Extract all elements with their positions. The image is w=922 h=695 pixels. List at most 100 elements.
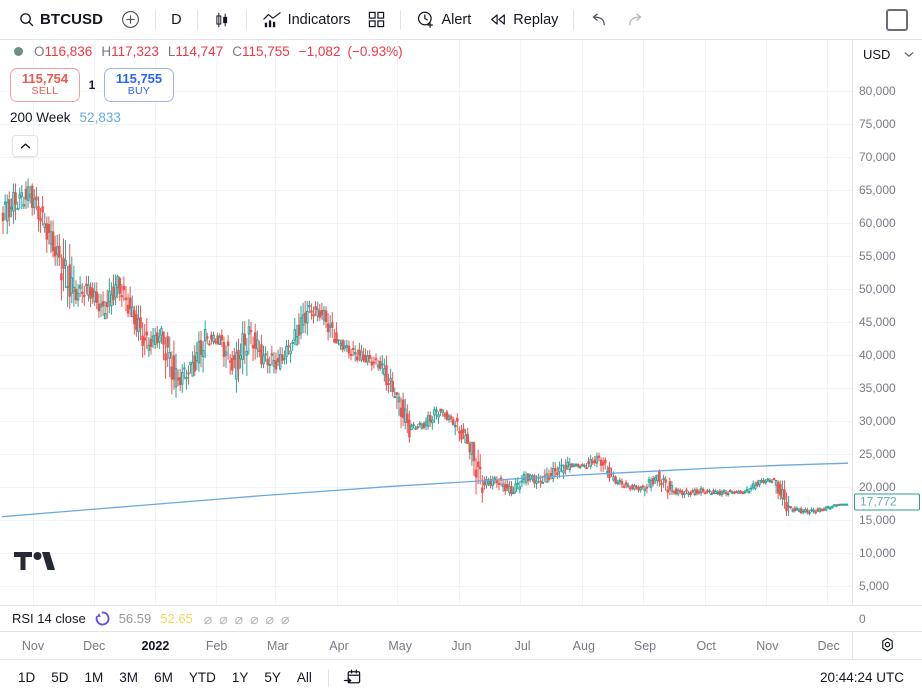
time-scale[interactable]: Nov Dec 2022 Feb Mar Apr May Jun Jul Aug Sep Oct Nov… [0,632,852,659]
change-percent: (−0.93%) [347,44,403,59]
time-tick: Mar [267,638,289,653]
interval-button[interactable]: D [162,5,190,35]
order-quantity[interactable]: 1 [88,78,96,92]
chevron-down-icon [904,51,914,58]
range-button-1m[interactable]: 1M [84,670,104,685]
alert-clock-icon [416,10,435,29]
price-tick: 15,000 [859,513,896,527]
ohlc-open-label: O [34,44,45,59]
time-tick: Nov [21,638,45,653]
price-tick: 0 [859,612,866,626]
ohlc-low-label: L [167,44,176,59]
interval-label: D [171,11,182,28]
loading-spinner-icon [95,611,110,626]
range-button-6m[interactable]: 6M [154,670,173,685]
sell-price: 115,754 [21,71,69,87]
maximize-window-icon[interactable] [886,8,908,31]
change-absolute: −1,082 [298,44,341,59]
no-data-icon[interactable]: ⌀ [234,610,244,627]
grid-layout-icon [368,11,385,28]
sell-button[interactable]: 115,754 SELL [10,68,80,102]
replay-rewind-icon [489,12,507,27]
redo-button[interactable] [617,5,654,35]
indicator-legend[interactable]: 200 Week 52,833 [10,110,121,125]
plus-circle-icon [121,10,140,29]
rsi-action-icons: ⌀ ⌀ ⌀ ⌀ ⌀ ⌀ [204,612,290,626]
toolbar-divider [196,9,198,30]
price-tick: 10,000 [859,546,896,560]
range-button-ytd[interactable]: YTD [188,670,216,685]
symbol-search-button[interactable]: BTCUSD [10,5,112,35]
price-series-plot [1,178,849,518]
chart-settings-button[interactable] [852,632,922,659]
time-tick: Jun [451,638,472,653]
price-tick: 70,000 [859,150,896,164]
range-button-5y[interactable]: 5Y [264,670,281,685]
chart-type-button[interactable] [204,5,240,35]
currency-label: USD [863,47,891,62]
no-data-icon[interactable]: ⌀ [250,610,259,627]
time-tick: Nov [756,638,779,653]
range-button-1d[interactable]: 1D [18,670,36,685]
ohlc-high-label: H [101,44,112,59]
no-data-icon[interactable]: ⌀ [265,610,274,627]
time-tick: Jul [514,638,531,653]
chart-area: O116,836 H117,323 L114,747 C115,755 −1,0… [0,40,922,626]
toolbar-divider [155,9,157,30]
price-axis[interactable]: USD 80,000 75,000 70,000 65,000 60,000 55,000… [852,40,922,626]
currency-selector[interactable]: USD [853,40,922,70]
price-tick: 50,000 [859,282,896,296]
time-axis: Nov Dec 2022 Feb Mar Apr May Jun Jul Aug Sep Oct Nov… [0,631,922,659]
price-tick: 75,000 [859,117,896,131]
main-chart-pane[interactable]: O116,836 H117,323 L114,747 C115,755 −1,0… [0,40,852,605]
buy-button[interactable]: 115,755 BUY [104,68,174,102]
ohlc-close-label: C [232,44,242,59]
price-tick: 5,000 [859,579,890,593]
symbol-label: BTCUSD [40,11,104,28]
footer-divider [327,668,329,687]
range-button-5d[interactable]: 5D [51,670,69,685]
range-button-1y[interactable]: 1Y [231,670,249,685]
layout-templates-button[interactable] [359,5,394,35]
last-price-label: 17,772 [854,493,920,511]
time-tick: Aug [572,638,595,653]
time-tick: Dec [83,638,106,653]
undo-arrow-icon [589,12,608,28]
toolbar-divider [400,9,402,30]
rsi-title[interactable]: RSI 14 close [12,611,86,626]
indicator-name: 200 Week [10,110,71,125]
time-tick-year: 2022 [141,638,170,653]
calendar-goto-icon [343,668,362,687]
ohlc-low-value: 114,747 [175,44,224,59]
range-selector: 1D 5D 1M 3M 6M YTD 1Y 5Y All [10,666,320,689]
ohlc-close-value: 115,755 [241,44,290,59]
no-data-icon[interactable]: ⌀ [219,610,228,627]
price-tick: 65,000 [859,183,896,197]
alert-button[interactable]: Alert [407,5,480,35]
indicators-button[interactable]: Indicators [253,5,360,35]
buy-label: BUY [127,85,151,98]
no-data-icon[interactable]: ⌀ [203,610,213,627]
clock-label[interactable]: 20:44:24 UTC [819,670,904,685]
ohlc-high-value: 117,323 [111,44,159,59]
ohlc-open-value: 116,836 [44,44,93,59]
undo-button[interactable] [580,5,617,35]
time-tick: Oct [696,638,716,653]
replay-button[interactable]: Replay [480,5,567,35]
chevron-up-icon [20,142,31,150]
range-button-all[interactable]: All [296,670,312,685]
top-toolbar: BTCUSD D [0,0,922,40]
no-data-icon[interactable]: ⌀ [280,610,290,627]
ohlc-legend: O116,836 H117,323 L114,747 C115,755 −1,0… [14,44,403,59]
price-tick: 40,000 [859,348,896,362]
add-symbol-button[interactable] [112,5,149,35]
footer-bar: 1D 5D 1M 3M 6M YTD 1Y 5Y All 20:44:24 UTC [0,659,922,695]
price-tick: 45,000 [859,315,896,329]
series-color-dot [14,47,23,56]
price-tick: 35,000 [859,381,896,395]
goto-date-button[interactable] [337,665,368,690]
collapse-pane-button[interactable] [12,135,38,157]
tradingview-logo [14,550,60,577]
search-icon [19,12,34,27]
range-button-3m[interactable]: 3M [119,670,139,685]
